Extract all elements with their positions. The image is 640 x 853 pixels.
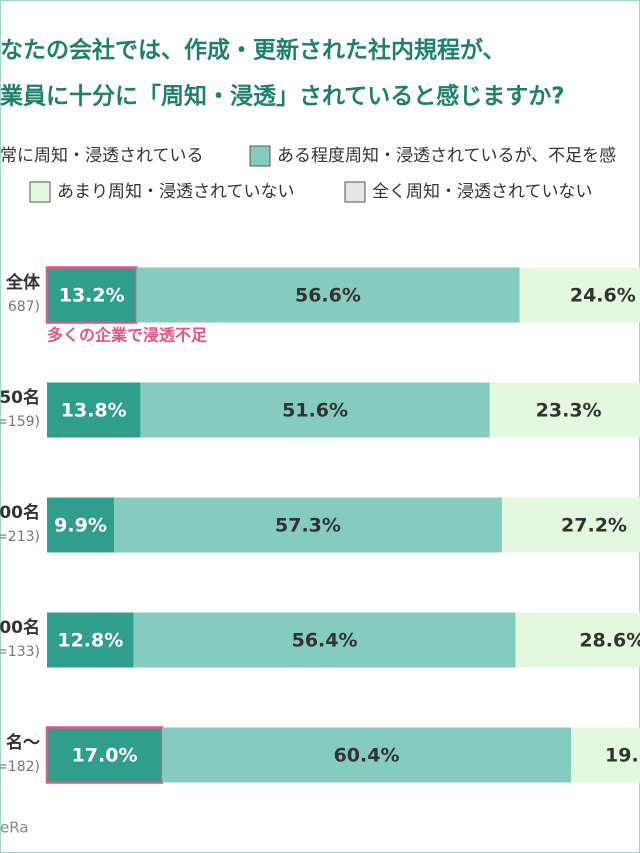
value-label: 27.2% [561, 515, 627, 537]
value-label: 23.3% [536, 400, 602, 422]
value-label: 13.8% [61, 400, 127, 422]
category-label: 00名 [0, 617, 40, 638]
bar-segment [47, 382, 141, 438]
value-label: 13.2% [59, 285, 125, 307]
legend-label: 常に周知・浸透されている [0, 146, 204, 166]
sample-size: =213) [0, 529, 40, 545]
annotation: 多くの企業で浸透不足 [47, 326, 208, 345]
value-label: 28.6% [579, 630, 640, 652]
value-label: 56.4% [292, 630, 358, 652]
bar-segment [501, 497, 640, 553]
legend-swatch [249, 145, 271, 167]
category-label: 全体 [5, 272, 41, 293]
bar-segment [47, 267, 137, 323]
value-label: 24.6% [570, 285, 636, 307]
sample-size: =159) [0, 414, 40, 430]
bar-segment [570, 727, 640, 783]
value-label: 56.6% [295, 285, 361, 307]
sample-size: =182) [0, 759, 40, 775]
bar-segment [47, 497, 115, 553]
legend-label: あまり周知・浸透されていない [57, 182, 295, 202]
category-label: 名〜 [6, 732, 40, 753]
sample-size: 687) [8, 299, 40, 315]
legend-swatch [29, 181, 51, 203]
bar-segment [489, 382, 640, 438]
value-label: 17.0% [72, 745, 138, 767]
value-label: 9.9% [54, 515, 107, 537]
bar-segment [519, 267, 640, 323]
bar-segment [136, 267, 520, 323]
bar-segment [47, 727, 163, 783]
title: なたの会社では、作成・更新された社内規程が、 [0, 37, 506, 64]
value-label: 19.8% [605, 745, 640, 767]
legend-label: 全く周知・浸透されていない [372, 182, 593, 202]
legend-swatch [344, 181, 366, 203]
category-label: 50名 [0, 387, 40, 408]
bar-segment [47, 612, 134, 668]
title: 業員に十分に「周知・浸透」されていると感じますか? [0, 83, 565, 110]
bar-segment [162, 727, 571, 783]
value-label: 51.6% [282, 400, 348, 422]
legend-label: ある程度周知・浸透されているが、不足を感 [277, 146, 616, 166]
bar-segment [114, 497, 502, 553]
sample-size: =133) [0, 644, 40, 660]
bar-segment [515, 612, 640, 668]
category-label: 00名 [0, 502, 40, 523]
bar-segment [140, 382, 490, 438]
source: eRa [0, 819, 29, 837]
value-label: 12.8% [57, 630, 123, 652]
value-label: 60.4% [334, 745, 400, 767]
bar-segment [133, 612, 516, 668]
value-label: 57.3% [275, 515, 341, 537]
